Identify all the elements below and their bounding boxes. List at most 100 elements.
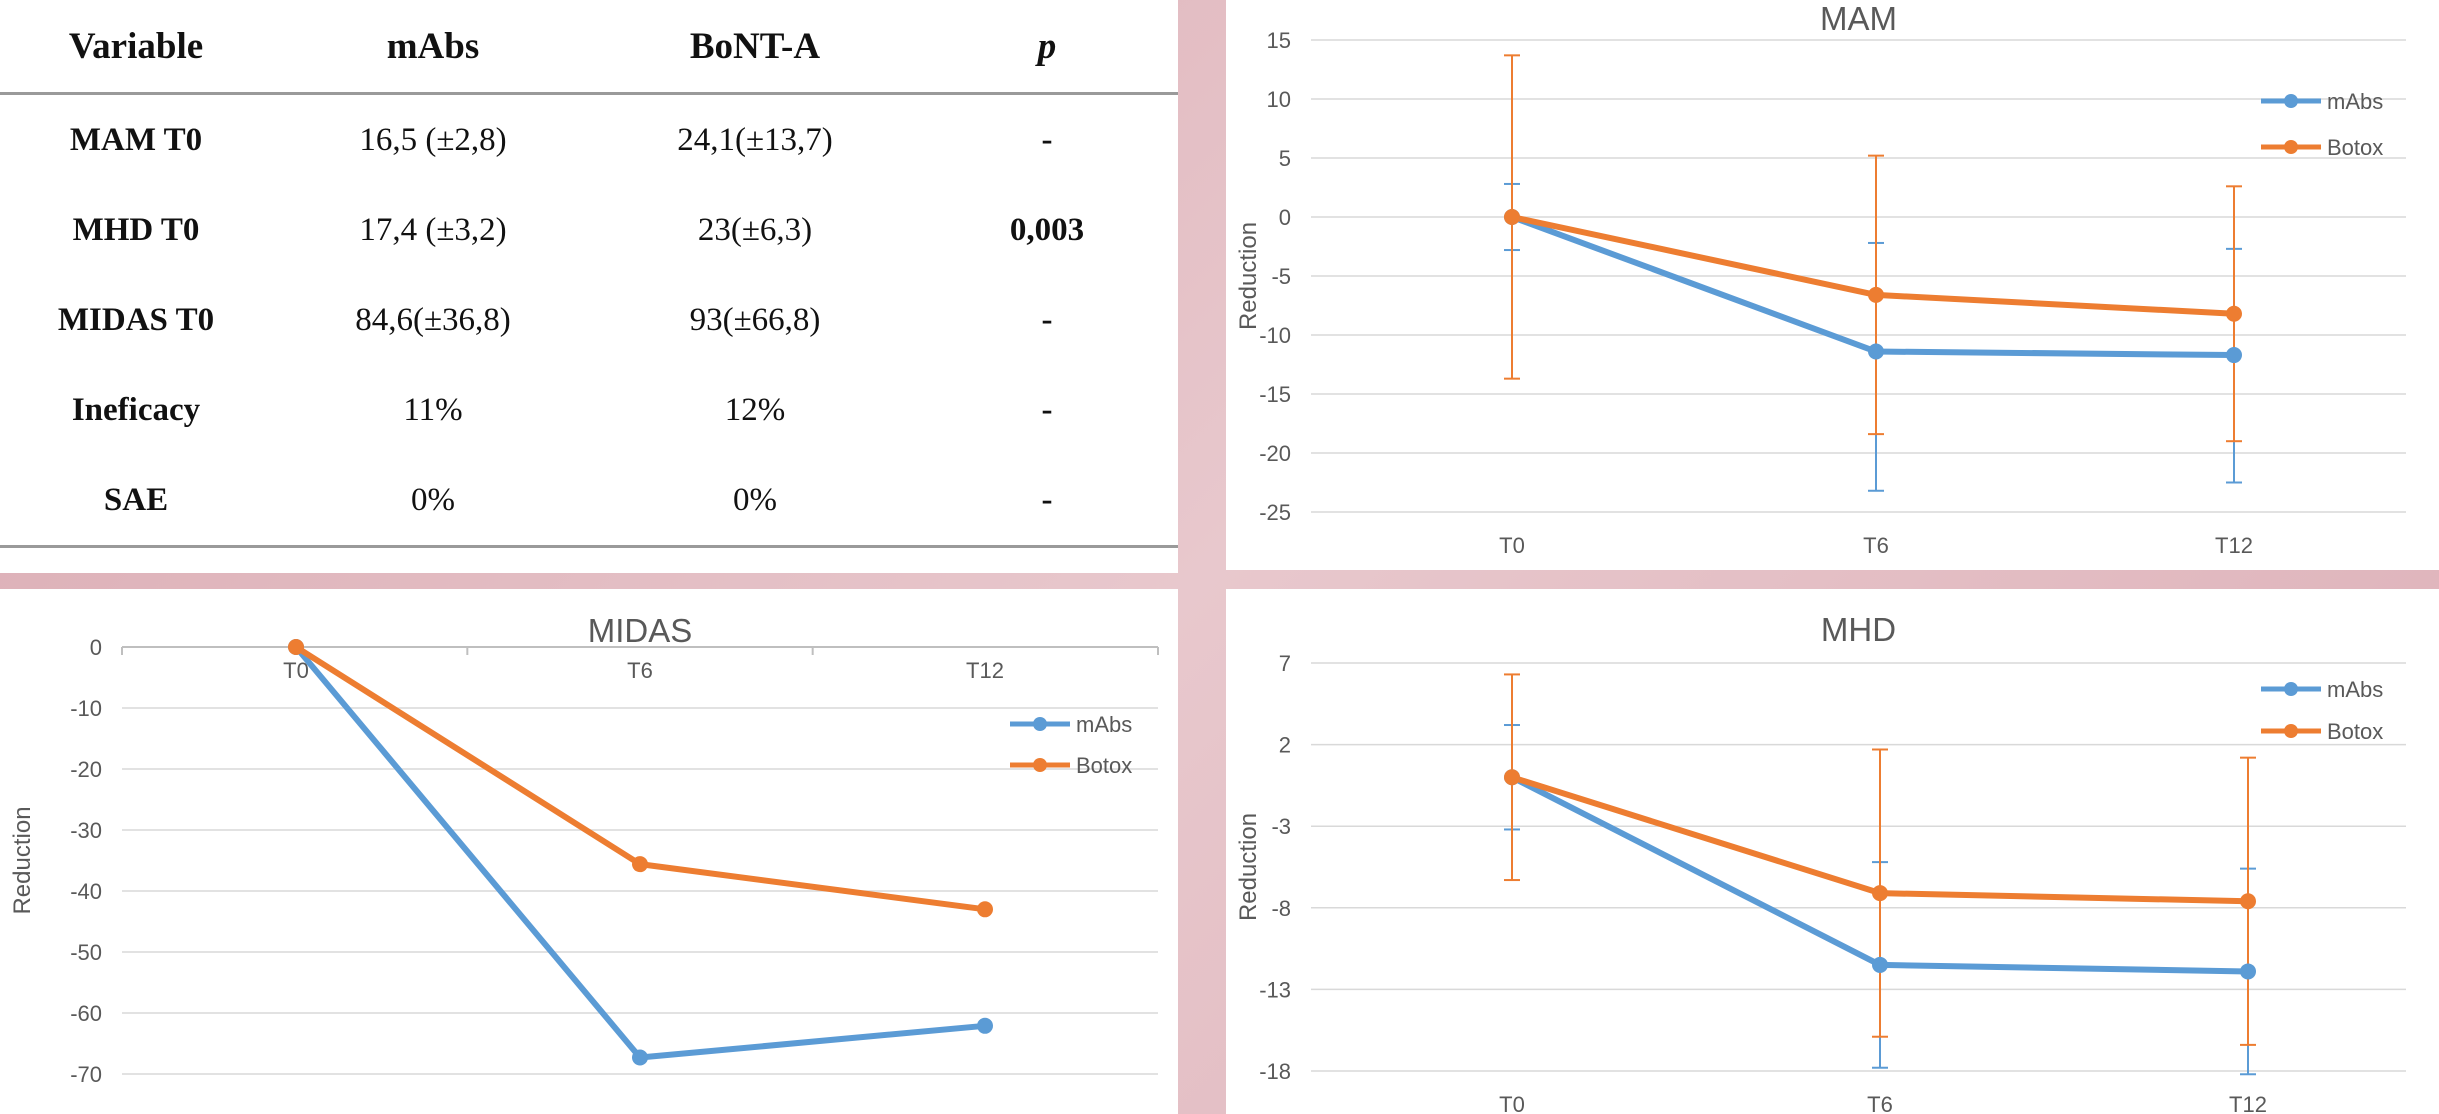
chart-title: MHD <box>1821 611 1896 648</box>
midas-chart-panel: MIDAS 0 -10 -20 -30 -40 -50 -60 -70 T0 T6 T12 Reduct… <box>0 589 1178 1114</box>
y-tick-label: -10 <box>1259 323 1291 348</box>
table-cell-mabs: 17,4 (±3,2) <box>359 211 507 248</box>
table-row: Ineficacy 11% 12% - <box>0 365 1178 455</box>
y-tick-label: -18 <box>1259 1059 1291 1084</box>
table-cell-p: - <box>916 455 1178 548</box>
table-cell-mabs: 84,6(±36,8) <box>355 301 511 338</box>
x-tick-label: T6 <box>627 658 653 683</box>
table-cell-variable: MIDAS T0 <box>57 301 215 338</box>
table-header-row: Variable mAbs BoNT-A p <box>0 0 1178 95</box>
y-tick-label: -5 <box>1271 264 1291 289</box>
table-cell-bont: 0% <box>594 455 916 548</box>
y-tick-label: -25 <box>1259 500 1291 525</box>
legend-marker <box>2284 682 2298 696</box>
table-cell-bont: 12% <box>724 391 786 428</box>
table-cell-bont: 23(±6,3) <box>697 211 813 248</box>
y-axis-label: Reduction <box>1235 813 1262 921</box>
y-tick-label: -15 <box>1259 382 1291 407</box>
y-tick-label: 0 <box>90 635 102 660</box>
table-row: MIDAS T0 84,6(±36,8) 93(±66,8) - <box>0 275 1178 365</box>
x-tick-label: T12 <box>2229 1092 2267 1114</box>
data-point-mabs <box>977 1017 993 1034</box>
data-point-botox <box>1504 209 1520 225</box>
mhd-chart-panel: MHD 7 2 -3 -8 -13 -18 T0 T6 T12 Reduction mAbs Botox <box>1226 589 2439 1114</box>
data-point-botox <box>1868 286 1884 303</box>
y-tick-label: -40 <box>70 879 102 904</box>
y-tick-label: 7 <box>1279 651 1291 676</box>
x-tick-label: T6 <box>1867 1092 1893 1114</box>
data-point-botox <box>1504 769 1520 786</box>
data-point-mabs <box>1868 343 1884 360</box>
table-cell-mabs: 11% <box>403 391 463 428</box>
table-cell-bont: 24,1(±13,7) <box>677 121 833 158</box>
legend-marker <box>2284 140 2298 154</box>
table-row: MHD T0 17,4 (±3,2) 23(±6,3) 0,003 <box>0 185 1178 275</box>
table-cell-mabs: 16,5 (±2,8) <box>359 121 507 158</box>
x-tick-label: T0 <box>1499 1092 1525 1114</box>
table-cell-variable: MHD T0 <box>72 211 200 248</box>
header-bont: BoNT-A <box>594 0 916 95</box>
table-cell-bont: 93(±66,8) <box>689 301 821 338</box>
midas-chart: MIDAS 0 -10 -20 -30 -40 -50 -60 -70 T0 T6 T12 Reduct… <box>9 612 1159 1087</box>
x-tick-label: T0 <box>1499 533 1525 558</box>
header-variable: Variable <box>0 0 272 95</box>
legend-label: mAbs <box>1076 712 1132 737</box>
table-cell-variable: SAE <box>0 455 272 548</box>
legend-marker <box>1033 717 1047 731</box>
data-point-mabs <box>632 1049 648 1066</box>
x-tick-label: T12 <box>2215 533 2253 558</box>
data-point-botox <box>2226 305 2242 322</box>
y-tick-label: -20 <box>70 757 102 782</box>
summary-table: Variable mAbs BoNT-A p MAM T0 16,5 (±2,8)… <box>0 0 1178 548</box>
y-tick-label: -30 <box>70 818 102 843</box>
legend-marker <box>1033 758 1047 772</box>
data-point-mabs <box>2226 347 2242 364</box>
data-point-botox <box>288 639 304 655</box>
y-tick-label: -70 <box>70 1062 102 1087</box>
x-tick-label: T6 <box>1863 533 1889 558</box>
table-cell-p: - <box>1041 301 1053 338</box>
header-mabs: mAbs <box>272 0 594 95</box>
table-cell-p: - <box>1041 391 1053 428</box>
y-tick-label: 15 <box>1267 28 1291 53</box>
mhd-chart: MHD 7 2 -3 -8 -13 -18 T0 T6 T12 Reduction mAbs Botox <box>1235 611 2406 1114</box>
y-tick-label: -20 <box>1259 441 1291 466</box>
y-axis-label: Reduction <box>1235 222 1262 330</box>
table-row: SAE 0% 0% - <box>0 455 1178 548</box>
summary-table-panel: Variable mAbs BoNT-A p MAM T0 16,5 (±2,8)… <box>0 0 1178 573</box>
header-p: p <box>916 0 1178 95</box>
data-point-botox <box>2240 893 2256 910</box>
data-point-botox <box>632 856 648 873</box>
y-tick-label: 10 <box>1267 87 1291 112</box>
y-tick-label: 5 <box>1279 146 1291 171</box>
chart-title: MIDAS <box>588 612 693 649</box>
legend-marker <box>2284 724 2298 738</box>
table-cell-p: 0,003 <box>1009 211 1085 248</box>
table-cell-variable: MAM T0 <box>69 121 203 158</box>
y-tick-label: -60 <box>70 1001 102 1026</box>
table-cell-mabs: 0% <box>272 455 594 548</box>
y-tick-label: -10 <box>70 696 102 721</box>
table-cell-p: - <box>1041 121 1053 158</box>
x-tick-label: T0 <box>283 658 309 683</box>
y-tick-label: -13 <box>1259 977 1291 1002</box>
mam-chart: MAM 15 10 5 0 -5 -10 -15 -20 -25 T0 T6 T12 Reduction m… <box>1235 0 2406 558</box>
y-tick-label: -8 <box>1271 896 1291 921</box>
data-point-mabs <box>1872 956 1888 973</box>
legend-label: Botox <box>1076 753 1132 778</box>
table-row: MAM T0 16,5 (±2,8) 24,1(±13,7) - <box>0 94 1178 186</box>
legend-label: mAbs <box>2327 89 2383 114</box>
y-tick-label: 2 <box>1279 733 1291 758</box>
data-point-botox <box>1872 885 1888 902</box>
y-tick-label: -3 <box>1271 814 1291 839</box>
y-axis-label: Reduction <box>9 806 36 914</box>
mam-chart-panel: MAM 15 10 5 0 -5 -10 -15 -20 -25 T0 T6 T12 Reduction m… <box>1226 0 2439 570</box>
data-point-botox <box>977 901 993 918</box>
legend-marker <box>2284 94 2298 108</box>
data-point-mabs <box>2240 963 2256 980</box>
y-tick-label: 0 <box>1279 205 1291 230</box>
legend-label: mAbs <box>2327 677 2383 702</box>
y-tick-label: -50 <box>70 940 102 965</box>
x-tick-label: T12 <box>966 658 1004 683</box>
legend-label: Botox <box>2327 135 2383 160</box>
